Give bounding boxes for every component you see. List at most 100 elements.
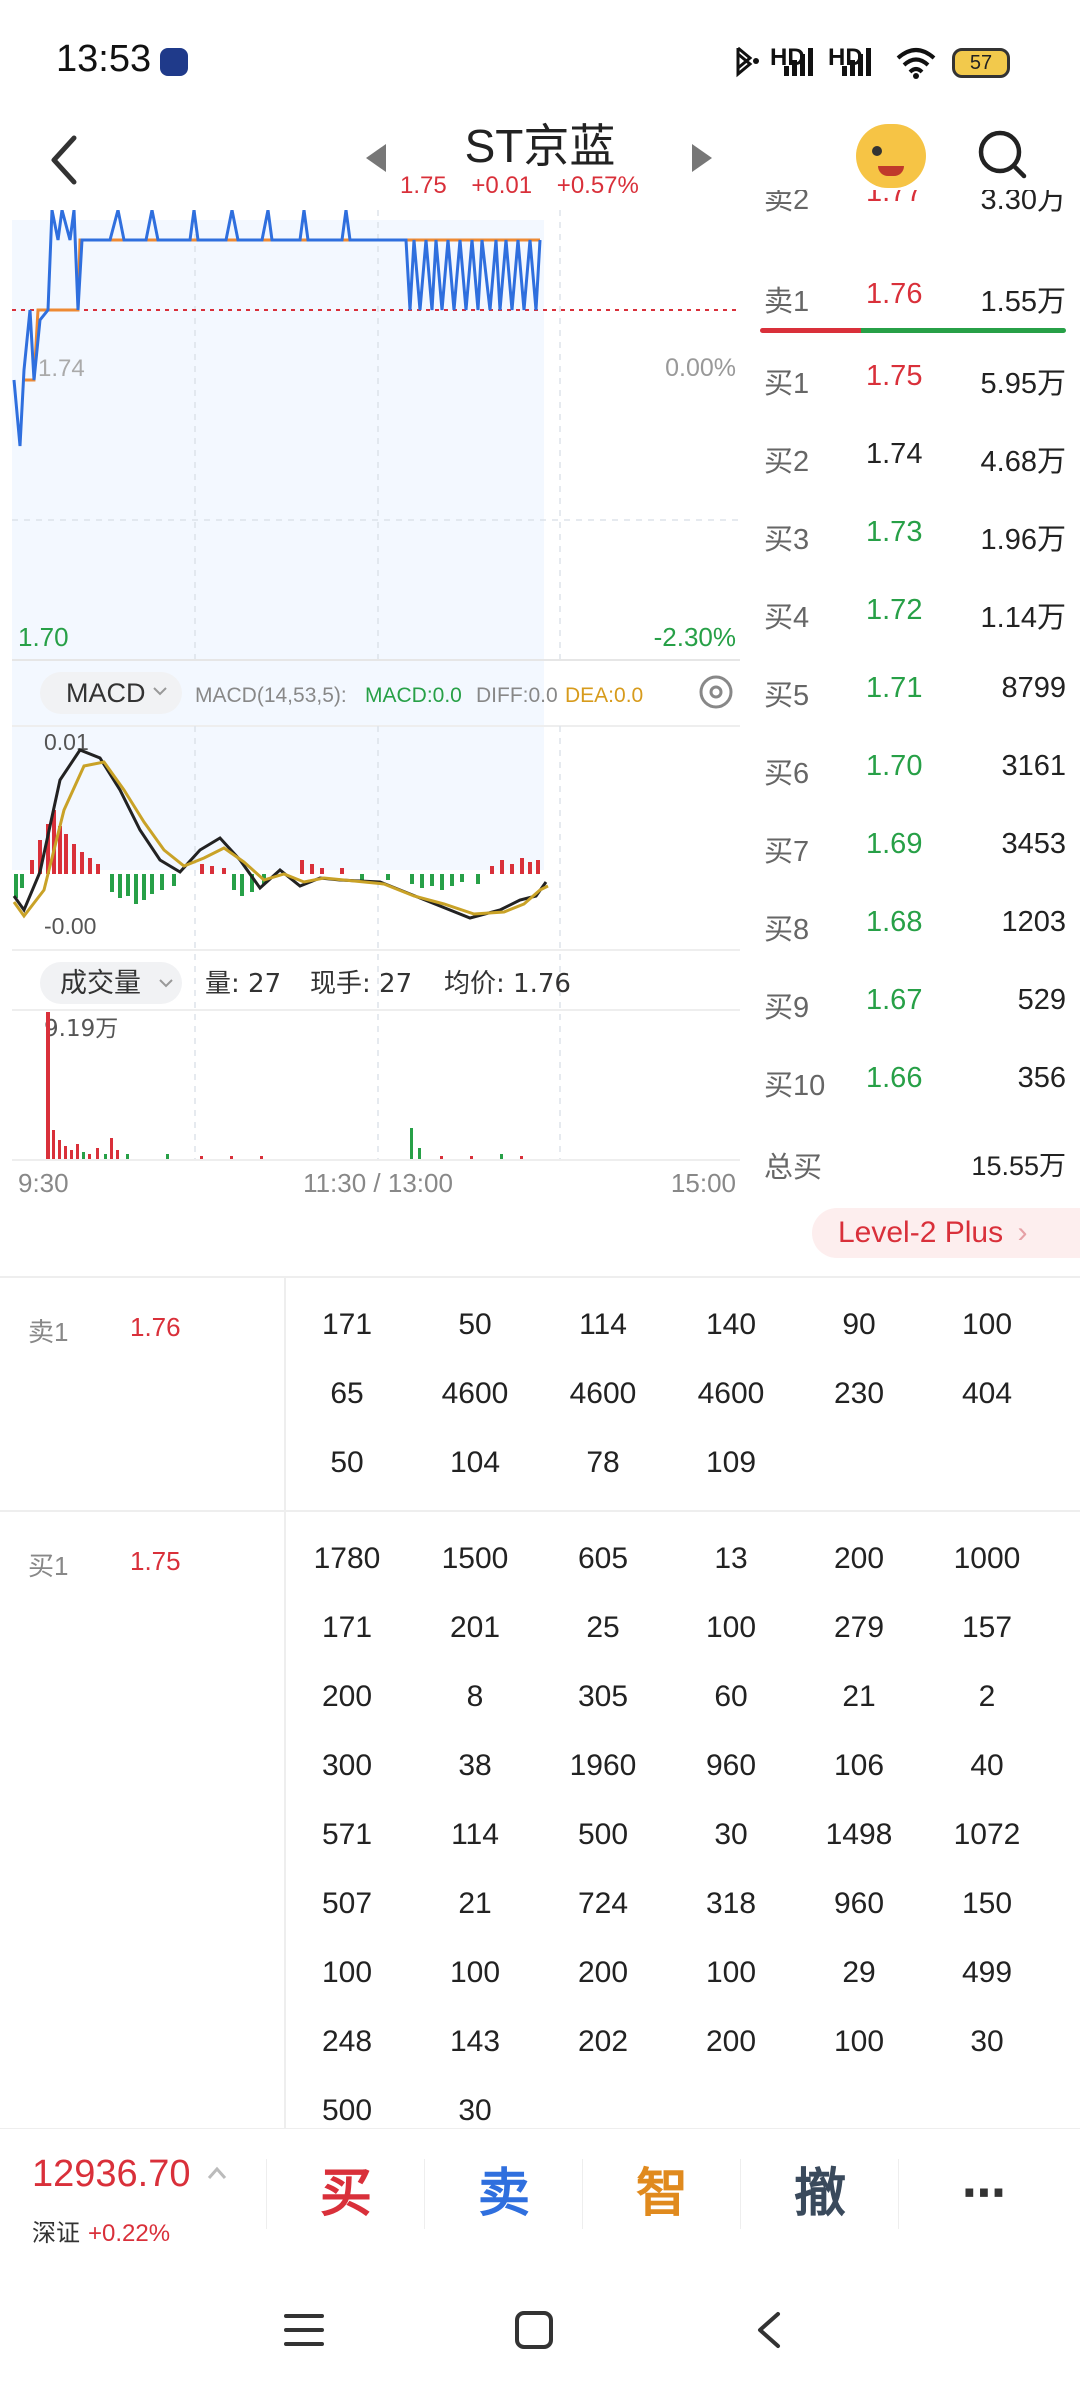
- price-change-pct: +0.57%: [556, 172, 639, 199]
- queue-order-cell: 78: [586, 1446, 620, 1479]
- volume-avg-price: 均价: 1.76: [444, 969, 571, 999]
- order-book-row-bid[interactable]: 买1 1.75 5.95万: [756, 346, 1066, 406]
- macd-settings-icon[interactable]: [699, 675, 733, 709]
- queue-order-cell: 21: [842, 1680, 876, 1713]
- queue-order-cell: 507: [321, 1887, 373, 1920]
- bid-price: 1.71: [866, 672, 923, 704]
- action-separator-2: [424, 2159, 425, 2229]
- bid-label: 买2: [764, 446, 810, 478]
- queue-order-cell: 143: [449, 2025, 501, 2058]
- queue-order-cell: 100: [705, 1956, 757, 1989]
- queue-order-cell: 21: [458, 1887, 492, 1920]
- smart-order-button[interactable]: 智: [635, 2164, 688, 2224]
- bottom-action-bar: 12936.70 深证 +0.22% 买 卖 智 撤 ⋯: [0, 2128, 1080, 2260]
- macd-selector[interactable]: [40, 672, 182, 714]
- back-arrow-icon[interactable]: [44, 130, 84, 190]
- bid-vol: 1203: [1001, 906, 1066, 938]
- current-price: 1.75: [400, 172, 447, 199]
- order-book-row-ask1[interactable]: 卖1 1.76 1.55万: [756, 264, 1066, 324]
- ask1-vol: 1.55万: [980, 286, 1066, 318]
- bid-price: 1.67: [866, 984, 923, 1016]
- time-axis-end: 15:00: [671, 1168, 736, 1198]
- queue-order-cell: 109: [705, 1446, 757, 1479]
- queue-order-cell: 200: [577, 1956, 629, 1989]
- queue-order-cell: 404: [961, 1377, 1013, 1410]
- volume-current-hand: 现手: 27: [310, 969, 412, 999]
- order-book-row-bid[interactable]: 买9 1.67 529: [756, 970, 1066, 1030]
- queue-order-cell: 202: [577, 2025, 629, 2058]
- index-change: +0.22%: [88, 2220, 171, 2247]
- bid-label: 买4: [764, 602, 810, 634]
- price-axis-mid: 1.74: [38, 355, 85, 382]
- bid-price: 1.69: [866, 828, 923, 860]
- bid-ask-ratio-bar: [760, 328, 1066, 333]
- queue-order-cell: 1500: [441, 1542, 509, 1575]
- more-options-icon[interactable]: ⋯: [962, 2168, 1006, 2219]
- queue-order-cell: 104: [449, 1446, 501, 1479]
- order-book-row-bid[interactable]: 买3 1.73 1.96万: [756, 502, 1066, 562]
- cancel-order-button[interactable]: 撤: [793, 2164, 846, 2224]
- total-buy-vol: 15.55万: [971, 1151, 1066, 1181]
- sell-button[interactable]: 卖: [477, 2164, 530, 2224]
- queue-order-cell: 201: [449, 1611, 501, 1644]
- price-pane-fill: [12, 220, 544, 870]
- diff-line: [12, 748, 548, 920]
- queue-order-cell: 500: [577, 1818, 629, 1851]
- sell-queue-divider: [284, 1278, 286, 1510]
- macd-axis-bottom: -0.00: [44, 913, 96, 939]
- sell-queue-price: 1.76: [130, 1312, 181, 1342]
- queue-order-cell: 100: [833, 2025, 885, 2058]
- macd-dropdown-icon: [153, 687, 167, 696]
- queue-order-cell: 90: [842, 1308, 876, 1341]
- bid-vol: 529: [1017, 984, 1066, 1016]
- pct-axis-mid: 0.00%: [665, 354, 736, 382]
- home-icon[interactable]: [512, 2308, 556, 2352]
- queue-order-cell: 50: [330, 1446, 364, 1479]
- buy-queue-divider: [284, 1512, 286, 2128]
- index-name-row: 深证 +0.22%: [32, 2213, 170, 2248]
- ask2-label: 卖2: [764, 190, 810, 216]
- order-book-row-ask2-partial[interactable]: 卖2 1.77 3.30万: [756, 190, 1066, 226]
- bluetooth-icon: [736, 46, 759, 78]
- volume-selector[interactable]: [40, 962, 182, 1004]
- bid-label: 买6: [764, 758, 810, 790]
- queue-order-cell: 100: [961, 1308, 1013, 1341]
- next-stock-icon[interactable]: [692, 144, 712, 172]
- bid-vol: 1.14万: [980, 602, 1066, 634]
- app-notification-icon: [160, 48, 188, 76]
- action-separator-1: [266, 2159, 267, 2229]
- bid-price: 1.75: [866, 360, 923, 392]
- menu-icon[interactable]: [282, 2310, 326, 2350]
- total-buy-row: 总买 15.55万: [756, 1130, 1066, 1190]
- order-book-row-bid[interactable]: 买4 1.72 1.14万: [756, 580, 1066, 640]
- queue-order-cell: 200: [705, 2025, 757, 2058]
- mascot-icon[interactable]: [856, 124, 926, 188]
- macd-selector-label: MACD: [66, 678, 146, 708]
- queue-order-cell: 200: [321, 1680, 373, 1713]
- bid-vol: 5.95万: [980, 368, 1066, 400]
- time-axis-mid: 11:30 / 13:00: [303, 1168, 453, 1198]
- queue-order-cell: 100: [321, 1956, 373, 1989]
- previous-stock-icon[interactable]: [366, 144, 386, 172]
- bid-label: 买1: [764, 368, 810, 400]
- search-icon[interactable]: [976, 128, 1030, 182]
- bid-vol: 3161: [1001, 750, 1066, 782]
- buy-button[interactable]: 买: [319, 2164, 372, 2224]
- queue-order-cell: 4600: [441, 1377, 509, 1410]
- index-value: 12936.70: [32, 2153, 191, 2195]
- queue-order-cell: 500: [321, 2094, 373, 2127]
- queue-order-cell: 8: [466, 1680, 484, 1713]
- intraday-chart[interactable]: 1.74 0.00% 1.70 -2.30% MACD MACD(14,53,5…: [0, 209, 750, 1280]
- order-book-row-bid[interactable]: 买2 1.74 4.68万: [756, 424, 1066, 484]
- order-book-row-bid[interactable]: 买10 1.66 356: [756, 1048, 1066, 1108]
- level2-plus-button[interactable]: Level-2 Plus ›: [812, 1208, 1080, 1258]
- order-book-row-bid[interactable]: 买7 1.69 3453: [756, 814, 1066, 874]
- queue-order-cell: 300: [321, 1749, 373, 1782]
- volume-axis-max: 9.19万: [44, 1016, 118, 1042]
- cellular-signal-icon-2: [842, 48, 871, 76]
- order-book-row-bid[interactable]: 买5 1.71 8799: [756, 658, 1066, 718]
- system-back-icon[interactable]: [752, 2308, 786, 2352]
- order-book-row-bid[interactable]: 买6 1.70 3161: [756, 736, 1066, 796]
- order-book-row-bid[interactable]: 买8 1.68 1203: [756, 892, 1066, 952]
- volume-selector-label: 成交量: [60, 968, 141, 999]
